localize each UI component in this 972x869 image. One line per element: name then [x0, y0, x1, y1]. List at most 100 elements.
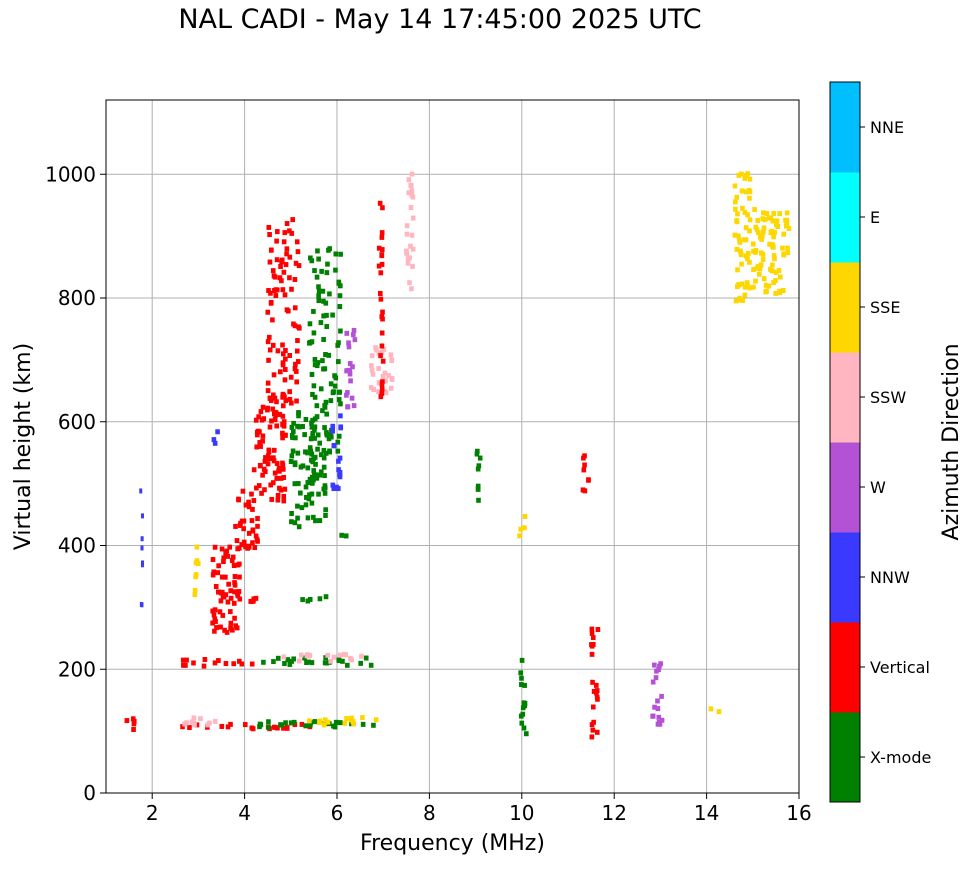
- echo-point: [781, 251, 786, 257]
- echo-point: [304, 494, 309, 500]
- echo-point: [303, 502, 309, 508]
- echo-point: [320, 408, 325, 414]
- echo-point: [747, 285, 753, 291]
- echo-point: [303, 416, 309, 422]
- echo-point: [250, 540, 255, 546]
- echo-point: [522, 525, 527, 531]
- echo-point: [750, 241, 756, 247]
- echo-point: [320, 288, 326, 294]
- echo-point: [740, 205, 745, 211]
- echo-point: [288, 459, 294, 465]
- echo-point: [260, 472, 265, 478]
- echo-point: [653, 675, 659, 681]
- echo-point: [745, 212, 750, 218]
- echo-point: [521, 725, 527, 731]
- echo-point: [289, 400, 294, 406]
- echo-point: [284, 725, 290, 731]
- echo-point: [747, 217, 753, 223]
- echo-point: [192, 587, 198, 593]
- echo-point: [331, 389, 336, 395]
- echo-point: [476, 463, 482, 469]
- echo-point: [338, 413, 343, 419]
- echo-point: [475, 483, 481, 489]
- echo-point: [756, 271, 762, 277]
- echo-point: [307, 718, 312, 724]
- echo-point: [747, 189, 753, 195]
- echo-point: [769, 228, 774, 234]
- echo-point: [232, 589, 237, 595]
- echo-point: [212, 544, 218, 550]
- echo-point: [349, 657, 354, 663]
- echo-point: [312, 357, 318, 363]
- echo-point: [589, 630, 595, 636]
- echo-point: [218, 590, 224, 596]
- echo-point: [215, 429, 220, 435]
- echo-point: [215, 570, 221, 576]
- echo-point: [251, 467, 257, 473]
- echo-point: [323, 594, 329, 600]
- echo-point: [328, 381, 334, 387]
- echo-point: [595, 627, 601, 633]
- echo-point: [307, 652, 313, 658]
- echo-point: [317, 518, 323, 524]
- echo-point: [338, 401, 343, 407]
- echo-point: [311, 330, 317, 336]
- echo-point: [751, 248, 756, 254]
- echo-point: [323, 507, 328, 513]
- y-tick-label: 600: [58, 410, 96, 434]
- echo-point: [296, 524, 302, 530]
- echo-point: [476, 497, 481, 503]
- echo-point: [281, 474, 287, 480]
- echo-point: [255, 428, 261, 434]
- echo-point: [359, 653, 364, 659]
- echo-point: [305, 465, 311, 471]
- colorbar-segment: [830, 532, 860, 623]
- echo-point: [335, 439, 341, 445]
- echo-point: [130, 716, 136, 722]
- echo-point: [322, 425, 327, 431]
- echo-point: [234, 625, 240, 631]
- echo-point: [309, 258, 315, 264]
- echo-point: [327, 246, 332, 252]
- echo-point: [753, 224, 759, 230]
- echo-point: [298, 652, 304, 658]
- colorbar-tick-label: W: [870, 478, 886, 497]
- echo-point: [519, 682, 524, 688]
- echo-point: [222, 627, 227, 633]
- echo-point: [590, 704, 596, 710]
- echo-point: [237, 574, 242, 580]
- echo-point: [336, 458, 341, 464]
- echo-point: [383, 378, 388, 384]
- echo-point: [223, 661, 229, 667]
- echo-point: [307, 596, 313, 602]
- echo-point: [281, 725, 286, 731]
- echo-point: [335, 448, 341, 454]
- echo-point: [329, 434, 334, 440]
- echo-point: [246, 544, 252, 550]
- echo-point: [256, 483, 262, 489]
- echo-point: [280, 362, 286, 368]
- echo-point: [227, 544, 233, 550]
- echo-point: [243, 502, 249, 508]
- echo-point: [379, 230, 385, 236]
- echo-point: [328, 658, 334, 664]
- echo-point: [271, 659, 276, 665]
- echo-point: [254, 536, 260, 542]
- echo-point: [280, 287, 286, 293]
- echo-point: [582, 453, 587, 459]
- echo-point: [271, 372, 277, 378]
- echo-point: [408, 243, 413, 249]
- echo-point: [595, 696, 600, 702]
- echo-point: [369, 367, 375, 373]
- echo-point: [260, 433, 266, 439]
- echo-point: [327, 291, 332, 297]
- echo-point: [734, 246, 740, 252]
- echo-point: [304, 659, 309, 665]
- echo-point: [318, 469, 324, 475]
- echo-point: [328, 398, 334, 404]
- echo-point: [343, 533, 349, 539]
- colorbar-tick-label: SSW: [870, 388, 906, 407]
- echo-point: [294, 348, 300, 354]
- echo-point: [228, 595, 234, 601]
- echo-point: [295, 503, 300, 509]
